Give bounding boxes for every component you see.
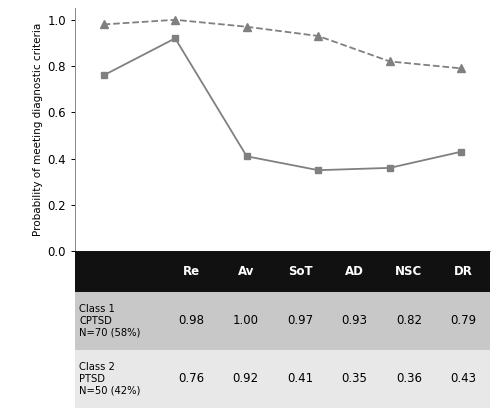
Bar: [218, 292, 273, 350]
Bar: [164, 292, 218, 350]
Bar: [273, 350, 328, 408]
Text: Re: Re: [183, 265, 200, 278]
Text: Class 1
CPTSD
N=70 (58%): Class 1 CPTSD N=70 (58%): [79, 304, 140, 337]
Text: 0.92: 0.92: [232, 372, 259, 385]
Text: 0.98: 0.98: [178, 314, 204, 328]
Bar: [328, 251, 382, 292]
Bar: [436, 251, 490, 292]
Bar: [436, 350, 490, 408]
Text: 0.43: 0.43: [450, 372, 476, 385]
Text: 1.00: 1.00: [233, 314, 259, 328]
Bar: [75, 251, 164, 292]
Bar: [75, 292, 164, 350]
Bar: [273, 251, 328, 292]
Text: 0.97: 0.97: [287, 314, 313, 328]
Text: 0.93: 0.93: [342, 314, 367, 328]
Bar: [328, 350, 382, 408]
Text: 0.41: 0.41: [287, 372, 313, 385]
Bar: [382, 350, 436, 408]
Text: 0.35: 0.35: [342, 372, 367, 385]
Bar: [75, 350, 164, 408]
Text: SoT: SoT: [288, 265, 312, 278]
Text: AD: AD: [345, 265, 364, 278]
Text: 0.76: 0.76: [178, 372, 204, 385]
Text: 0.79: 0.79: [450, 314, 476, 328]
Bar: [218, 350, 273, 408]
Text: DR: DR: [454, 265, 472, 278]
Bar: [436, 292, 490, 350]
Bar: [164, 350, 218, 408]
Bar: [382, 292, 436, 350]
Bar: [164, 251, 218, 292]
Text: 0.36: 0.36: [396, 372, 422, 385]
Text: 0.82: 0.82: [396, 314, 422, 328]
Bar: [382, 251, 436, 292]
Text: Class 2
PTSD
N=50 (42%): Class 2 PTSD N=50 (42%): [79, 362, 140, 396]
Text: NSC: NSC: [395, 265, 422, 278]
Bar: [273, 292, 328, 350]
Text: Av: Av: [238, 265, 254, 278]
Y-axis label: Probability of meeting diagnostic criteria: Probability of meeting diagnostic criter…: [33, 23, 43, 236]
Bar: [218, 251, 273, 292]
Bar: [328, 292, 382, 350]
